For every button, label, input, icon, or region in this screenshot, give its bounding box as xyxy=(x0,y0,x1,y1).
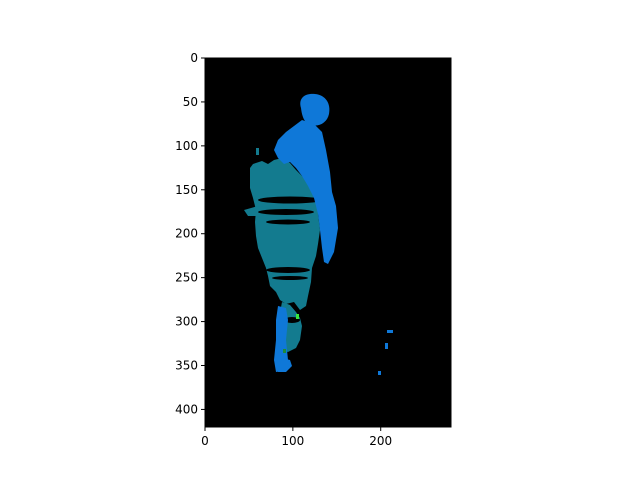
y-tick-label: 0 xyxy=(190,51,198,65)
y-tick-label: 100 xyxy=(175,139,198,153)
speckle-right-3 xyxy=(378,371,381,375)
segmentation-image xyxy=(244,93,393,375)
person-leg-shape xyxy=(274,306,290,372)
x-tick-label: 100 xyxy=(281,434,304,448)
speckle-right-2 xyxy=(385,343,388,349)
y-tick-label: 200 xyxy=(175,227,198,241)
y-tick-label: 300 xyxy=(175,315,198,329)
axes-frame xyxy=(204,57,452,428)
x-tick-label: 200 xyxy=(369,434,392,448)
y-axis: 0 50 100 150 200 250 300 350 400 xyxy=(175,51,205,416)
highlight-speckle-2 xyxy=(283,349,286,353)
y-tick-label: 400 xyxy=(175,402,198,416)
person-body-shape xyxy=(274,120,338,264)
highlight-speckle-1 xyxy=(296,314,299,319)
person-region xyxy=(274,93,338,372)
spoke-gaps xyxy=(258,196,322,323)
y-tick-label: 50 xyxy=(183,95,198,109)
y-tick-label: 150 xyxy=(175,183,198,197)
x-axis: 0 100 200 xyxy=(201,427,392,448)
y-tick-label: 350 xyxy=(175,359,198,373)
speckle-upper-left xyxy=(256,148,259,155)
small-speckles xyxy=(256,148,393,375)
person-head-shape xyxy=(300,93,330,126)
y-tick-label: 250 xyxy=(175,271,198,285)
x-tick-label: 0 xyxy=(201,434,209,448)
speckle-right-1 xyxy=(387,330,393,333)
person-foot-shape xyxy=(278,358,292,372)
